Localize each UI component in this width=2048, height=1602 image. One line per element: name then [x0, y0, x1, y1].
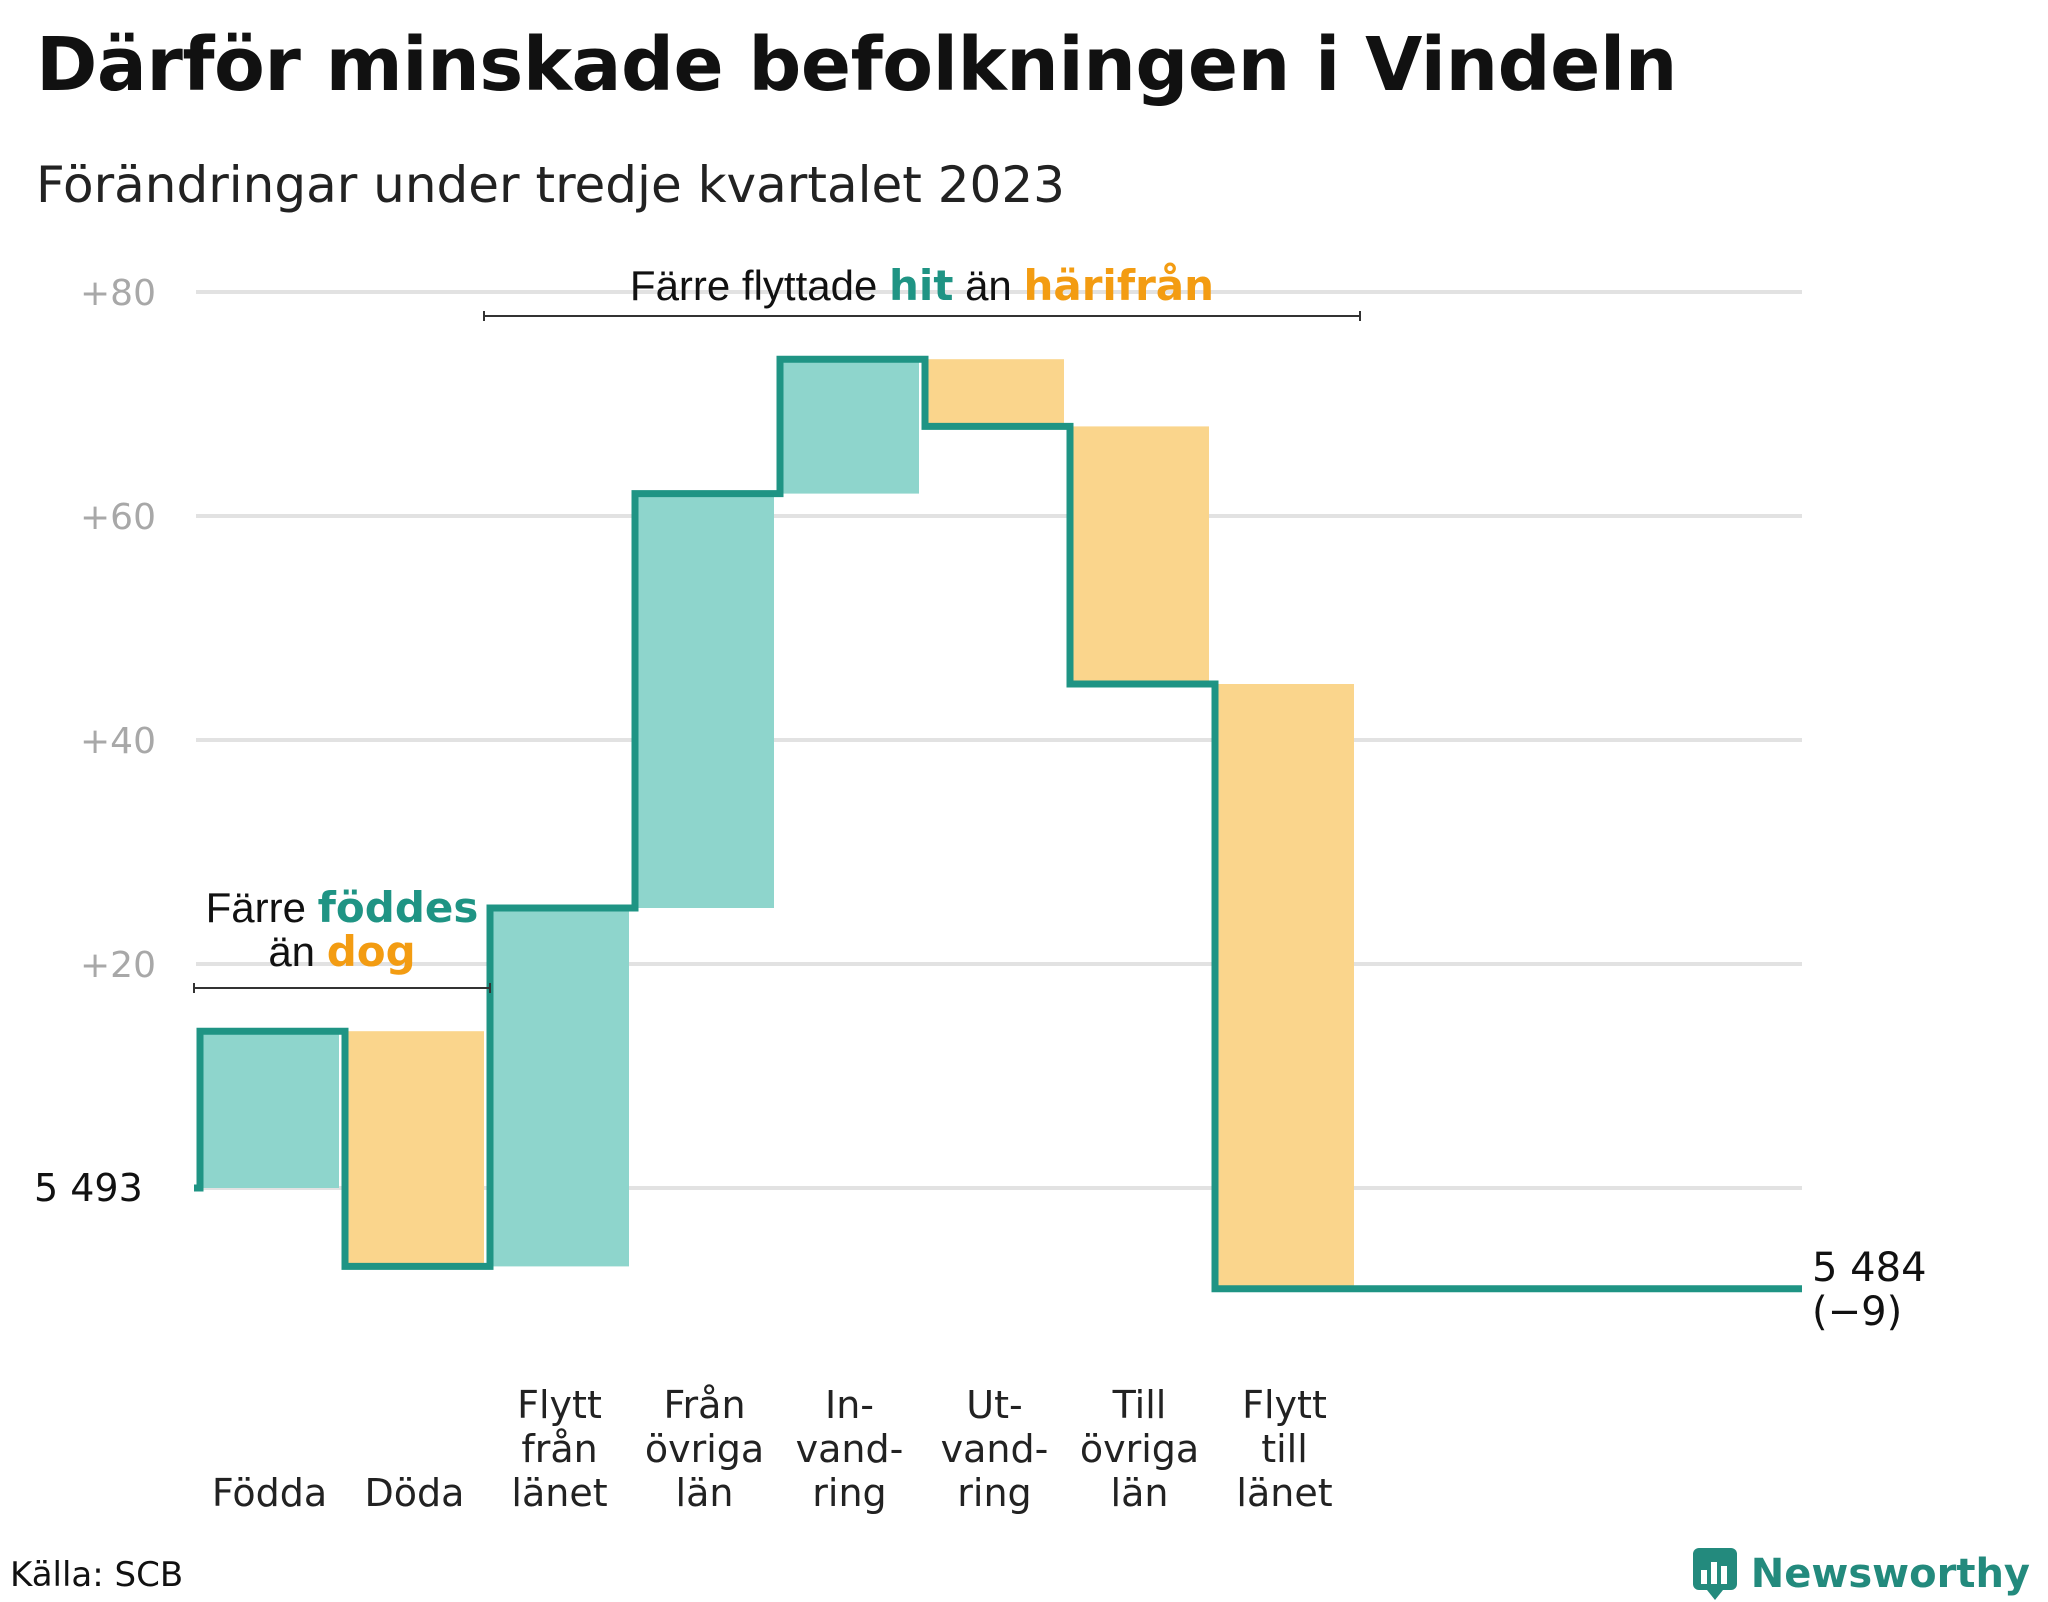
- category-label: Döda: [365, 1471, 465, 1515]
- annotation-text: Färre föddes: [206, 883, 479, 932]
- source-note: Källa: SCB: [10, 1555, 184, 1595]
- category-label: övriga: [1080, 1427, 1199, 1471]
- y-tick-label: +20: [80, 945, 156, 986]
- category-label: län: [1111, 1471, 1169, 1515]
- waterfall-bar: [1215, 684, 1354, 1289]
- annotation-plain: Färre flyttade: [630, 262, 889, 309]
- category-label: från: [521, 1427, 597, 1471]
- annotation-text: än dog: [268, 927, 415, 976]
- category-label: Flytt: [1242, 1383, 1327, 1427]
- end-change-label: (−9): [1812, 1289, 1902, 1335]
- category-label: Ut-: [966, 1383, 1022, 1427]
- waterfall-bar: [345, 1031, 484, 1267]
- category-label: länet: [511, 1471, 607, 1515]
- y-tick-label: +60: [80, 497, 156, 538]
- newsworthy-logo-icon: [1692, 1548, 1737, 1600]
- end-value-label: 5 484: [1812, 1245, 1927, 1291]
- category-label: länet: [1236, 1471, 1332, 1515]
- waterfall-bar: [1070, 426, 1209, 684]
- waterfall-bar: [490, 908, 629, 1267]
- cumulative-step-line: [194, 355, 1802, 1293]
- y-tick-label: +40: [80, 721, 156, 762]
- chart-title: Därför minskade befolkningen i Vindeln: [36, 22, 1677, 108]
- annotation-highlight: hit: [889, 261, 953, 310]
- annotation-text: Färre flyttade hit än härifrån: [630, 261, 1214, 310]
- category-label: ring: [957, 1471, 1031, 1515]
- category-label: ring: [812, 1471, 886, 1515]
- category-label: Födda: [212, 1471, 327, 1515]
- annotation-plain: än: [953, 262, 1023, 309]
- category-label: till: [1261, 1427, 1308, 1471]
- category-label: vand-: [941, 1427, 1049, 1471]
- waterfall-bar: [925, 359, 1064, 427]
- annotation-plain: Färre: [206, 884, 318, 931]
- category-label: Flytt: [517, 1383, 602, 1427]
- category-label: In-: [825, 1383, 874, 1427]
- brand-name: Newsworthy: [1750, 1551, 2030, 1597]
- category-label: Till: [1112, 1383, 1167, 1427]
- annotation-highlight: föddes: [318, 883, 479, 932]
- start-value-label: 5 493: [34, 1166, 143, 1210]
- category-label: vand-: [796, 1427, 904, 1471]
- category-label: län: [676, 1471, 734, 1515]
- waterfall-bar: [200, 1031, 339, 1188]
- waterfall-bar: [635, 493, 774, 908]
- annotation-highlight: härifrån: [1023, 261, 1214, 310]
- brand-logo: Newsworthy: [1691, 1546, 2030, 1602]
- y-tick-label: +80: [80, 273, 156, 314]
- category-label: Från: [663, 1383, 745, 1427]
- waterfall-bar: [780, 359, 919, 494]
- annotation-plain: än: [268, 928, 326, 975]
- chart-subtitle: Förändringar under tredje kvartalet 2023: [36, 156, 1065, 214]
- annotation-highlight: dog: [327, 927, 416, 976]
- category-label: övriga: [645, 1427, 764, 1471]
